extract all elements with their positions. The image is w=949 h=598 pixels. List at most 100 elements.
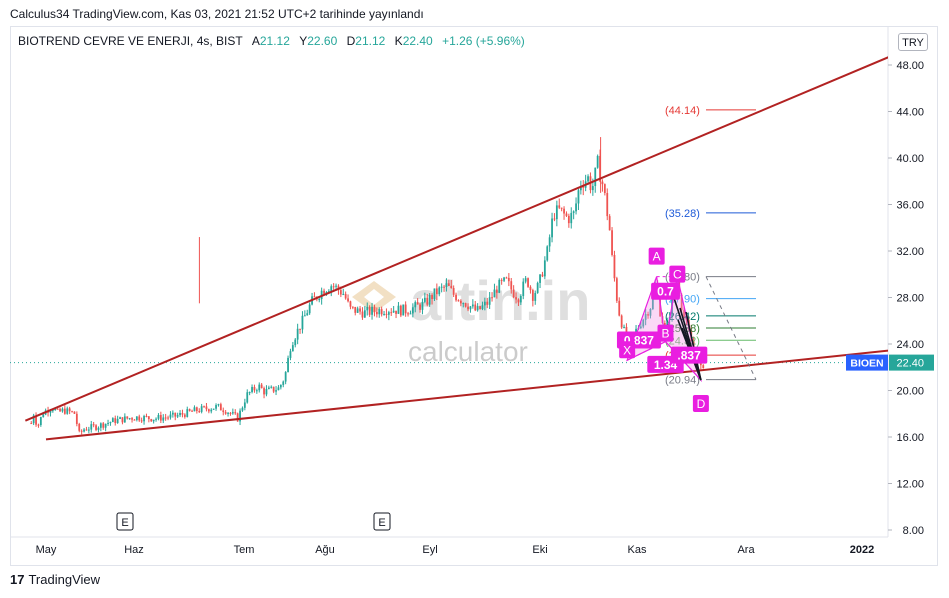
candle-body: [445, 283, 448, 287]
candle: [407, 311, 409, 317]
candle-body: [32, 415, 35, 424]
candle: [483, 297, 486, 311]
candle-body: [195, 407, 198, 412]
candle-body: [464, 303, 467, 307]
earnings-marker-box: [116, 512, 134, 531]
candle-body: [426, 297, 429, 305]
candle: [272, 386, 275, 394]
currency-button[interactable]: TRY: [898, 33, 928, 51]
candle-body: [433, 288, 436, 300]
candle: [563, 206, 565, 220]
candle-body: [246, 392, 249, 403]
candle-body: [119, 417, 121, 419]
candle-body: [560, 207, 563, 209]
candle: [212, 408, 215, 410]
candle-body: [215, 405, 217, 409]
candle: [123, 413, 126, 423]
candle-body: [80, 430, 83, 432]
candle: [116, 415, 119, 424]
trendline-upper[interactable]: [24, 42, 925, 422]
candle: [291, 341, 294, 352]
candle-body: [186, 409, 189, 417]
last-price-badge[interactable]: BIOEN 22.40: [846, 354, 934, 371]
earnings-marker[interactable]: E: [373, 512, 391, 531]
plot-area: (44.14)(35.28)(29.80)(27.90)(26.42)(25.3…: [10, 42, 949, 441]
candle-body: [680, 294, 683, 311]
candle-body: [411, 307, 414, 314]
candle: [169, 411, 172, 420]
time-tick-label: Tem: [234, 544, 255, 556]
candle-body: [229, 412, 232, 414]
candle-body: [623, 326, 625, 328]
candle-body: [123, 416, 126, 423]
candle: [493, 283, 496, 298]
candle-body: [296, 328, 299, 340]
price-axis[interactable]: 8.00 12.00 16.00 20.00 24.00 28.00 32.00 36.00 4…: [887, 27, 924, 537]
candle: [529, 285, 532, 294]
candle-body: [181, 413, 184, 415]
candle: [649, 308, 652, 319]
candle: [193, 405, 196, 412]
candle: [236, 412, 239, 422]
candle: [380, 306, 383, 317]
candle-body: [222, 410, 225, 413]
candle-body: [227, 412, 229, 414]
price-tick-label: 40.00: [896, 153, 924, 165]
candle-body: [282, 381, 285, 385]
candle: [198, 408, 201, 414]
candle: [606, 188, 609, 221]
candle: [210, 408, 213, 414]
candle: [267, 385, 270, 390]
projection-arrow: [685, 311, 702, 381]
candle-body: [200, 406, 203, 412]
candle-body: [234, 412, 237, 414]
candle-body: [611, 230, 613, 255]
candle-body: [171, 412, 174, 415]
candles: [30, 137, 705, 435]
candle: [241, 406, 244, 412]
candle-body: [327, 291, 330, 293]
tradingview-logo[interactable]: 17 TradingView: [10, 572, 100, 587]
price-tick-label: 24.00: [896, 339, 924, 351]
candle: [553, 213, 556, 222]
candle: [611, 227, 613, 257]
candle: [359, 305, 361, 315]
candle: [294, 338, 297, 348]
candle-body: [452, 288, 455, 295]
candle-body: [248, 392, 251, 394]
candle-body: [495, 289, 498, 293]
time-axis[interactable]: May Haz Tem Ağu Eyl Eki Kas Ara 2022: [10, 536, 888, 556]
candle-body: [493, 289, 496, 298]
candle: [500, 278, 503, 285]
candle-body: [361, 311, 364, 318]
earnings-marker[interactable]: E: [116, 512, 134, 531]
candle: [195, 406, 198, 414]
candle-body: [241, 407, 244, 411]
candle: [498, 278, 501, 294]
trendline-lower[interactable]: [45, 341, 949, 441]
close-label: K: [394, 34, 403, 48]
pattern-point-label: A: [653, 250, 661, 264]
candle: [601, 179, 604, 192]
candle-body: [397, 305, 400, 314]
candle: [419, 302, 421, 313]
watermark-brand-text: altin.in: [410, 269, 590, 332]
candle-body: [318, 299, 321, 301]
candle: [299, 328, 301, 334]
pattern-ratio-label: .837: [677, 349, 701, 363]
candle: [548, 234, 551, 252]
candle: [75, 411, 78, 427]
candle: [155, 417, 157, 422]
candle: [279, 384, 282, 390]
candle: [603, 183, 606, 196]
chart-frame[interactable]: [10, 26, 938, 566]
price-tick-label: 16.00: [896, 432, 924, 444]
candle: [575, 197, 577, 215]
candle-body: [114, 418, 117, 424]
candle: [277, 385, 280, 391]
candle-body: [107, 422, 109, 424]
candle: [469, 305, 472, 313]
candle: [114, 415, 117, 426]
pattern-point-box: [648, 247, 665, 265]
